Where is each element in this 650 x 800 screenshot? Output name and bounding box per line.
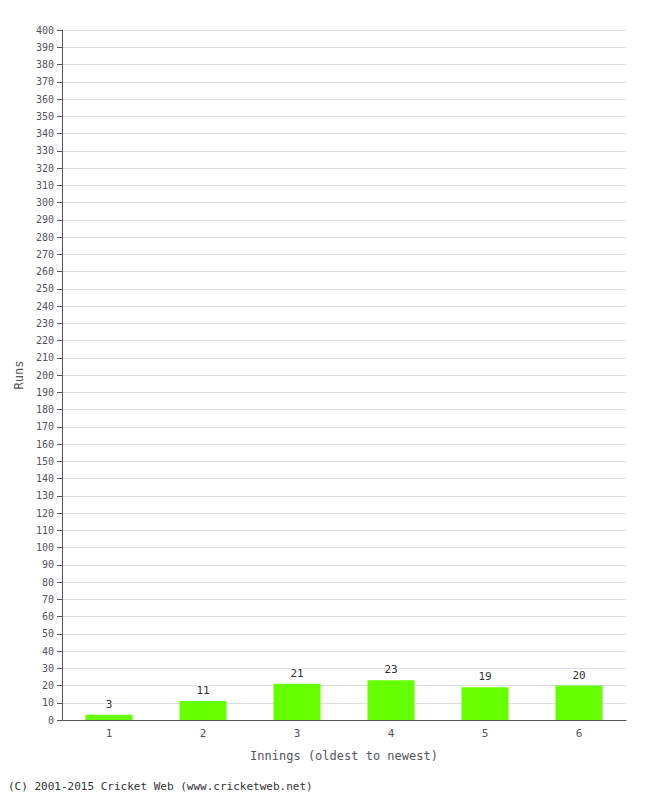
svg-text:3: 3 (294, 727, 301, 740)
svg-text:2: 2 (200, 727, 207, 740)
svg-text:19: 19 (478, 670, 491, 683)
svg-text:Runs: Runs (12, 361, 26, 390)
svg-text:300: 300 (36, 197, 54, 208)
svg-text:40: 40 (42, 646, 54, 657)
svg-text:260: 260 (36, 266, 54, 277)
svg-text:21: 21 (290, 667, 303, 680)
svg-text:230: 230 (36, 318, 54, 329)
svg-text:190: 190 (36, 387, 54, 398)
svg-text:350: 350 (36, 111, 54, 122)
svg-text:340: 340 (36, 128, 54, 139)
svg-text:Innings (oldest to newest): Innings (oldest to newest) (250, 749, 438, 763)
svg-text:220: 220 (36, 335, 54, 346)
svg-text:310: 310 (36, 180, 54, 191)
svg-text:30: 30 (42, 663, 54, 674)
svg-text:20: 20 (572, 669, 585, 682)
svg-text:6: 6 (576, 727, 583, 740)
svg-text:60: 60 (42, 611, 54, 622)
svg-text:180: 180 (36, 404, 54, 415)
svg-text:140: 140 (36, 473, 54, 484)
svg-text:370: 370 (36, 76, 54, 87)
svg-text:170: 170 (36, 421, 54, 432)
svg-text:330: 330 (36, 145, 54, 156)
svg-text:1: 1 (106, 727, 113, 740)
svg-text:0: 0 (48, 715, 54, 726)
svg-text:70: 70 (42, 594, 54, 605)
svg-text:360: 360 (36, 94, 54, 105)
svg-text:290: 290 (36, 214, 54, 225)
svg-text:320: 320 (36, 163, 54, 174)
svg-text:90: 90 (42, 559, 54, 570)
svg-text:280: 280 (36, 232, 54, 243)
svg-text:120: 120 (36, 508, 54, 519)
svg-text:4: 4 (388, 727, 395, 740)
svg-text:3: 3 (106, 698, 113, 711)
svg-text:11: 11 (196, 684, 209, 697)
svg-text:(C) 2001-2015 Cricket Web (www: (C) 2001-2015 Cricket Web (www.cricketwe… (8, 780, 313, 793)
svg-text:160: 160 (36, 439, 54, 450)
svg-text:5: 5 (482, 727, 489, 740)
svg-text:110: 110 (36, 525, 54, 536)
svg-text:20: 20 (42, 680, 54, 691)
svg-text:400: 400 (36, 25, 54, 36)
svg-text:240: 240 (36, 301, 54, 312)
svg-text:150: 150 (36, 456, 54, 467)
svg-text:130: 130 (36, 490, 54, 501)
svg-text:270: 270 (36, 249, 54, 260)
svg-text:100: 100 (36, 542, 54, 553)
svg-text:10: 10 (42, 697, 54, 708)
svg-text:380: 380 (36, 59, 54, 70)
svg-text:210: 210 (36, 352, 54, 363)
svg-text:23: 23 (384, 663, 397, 676)
svg-text:80: 80 (42, 577, 54, 588)
svg-text:200: 200 (36, 370, 54, 381)
svg-text:50: 50 (42, 628, 54, 639)
svg-text:250: 250 (36, 283, 54, 294)
svg-text:390: 390 (36, 42, 54, 53)
